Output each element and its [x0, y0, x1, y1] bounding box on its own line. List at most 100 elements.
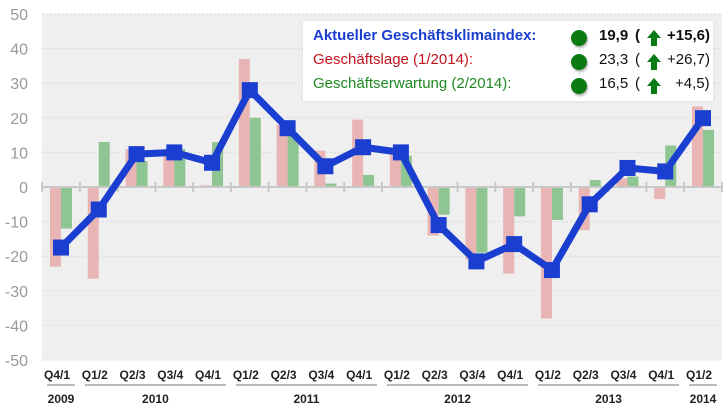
x-tick-label: Q1/2 [384, 368, 410, 382]
bar-geschaeftslage [540, 187, 552, 319]
bar-geschaeftslage [238, 58, 250, 188]
bar-geschaeftserwartung [174, 148, 186, 187]
bar-geschaeftslage [503, 187, 515, 274]
y-tick-label: 40 [10, 42, 28, 59]
legend-change: +15,6) [667, 27, 710, 44]
index-marker [543, 262, 560, 279]
index-marker [90, 201, 107, 218]
legend-label: Geschäftserwartung (2/2014): [313, 75, 512, 92]
index-marker [581, 196, 598, 213]
index-marker [279, 120, 296, 137]
bar-geschaeftslage [389, 152, 401, 187]
index-marker [317, 158, 334, 175]
index-marker [430, 217, 447, 234]
status-dot-icon [571, 30, 587, 46]
x-tick-label: Q1/2 [233, 368, 259, 382]
bar-geschaeftserwartung [249, 117, 261, 187]
bar-geschaeftslage [50, 187, 61, 267]
legend-label: Geschäftslage (1/2014): [313, 51, 474, 68]
x-tick-label: Q1/2 [686, 368, 712, 382]
index-marker [166, 144, 183, 161]
bar-geschaeftslage [616, 178, 628, 187]
legend-value: 16,5 [599, 75, 629, 92]
x-tick-label: Q2/3 [573, 368, 599, 382]
index-marker [241, 82, 258, 99]
bar-geschaeftslage [465, 187, 477, 260]
y-tick-label: 20 [10, 111, 28, 128]
year-label: 2013 [595, 392, 622, 406]
legend-value: 19,9 [599, 27, 629, 44]
bar-geschaeftserwartung [589, 180, 601, 187]
legend-label: Aktueller Geschäftsklimaindex: [313, 27, 537, 44]
x-tick-label: Q2/3 [422, 368, 448, 382]
index-marker [468, 253, 485, 270]
paren: ( [635, 51, 640, 68]
status-dot-icon [571, 78, 587, 94]
legend-change: +26,7) [667, 51, 710, 68]
bar-geschaeftserwartung [438, 187, 450, 215]
x-tick-label: Q3/4 [459, 368, 485, 382]
y-tick-label: 50 [10, 7, 28, 24]
bar-geschaeftserwartung [703, 129, 714, 187]
x-tick-label: Q4/1 [44, 368, 70, 382]
y-tick-label: -50 [5, 353, 28, 370]
bar-geschaeftserwartung [551, 187, 563, 220]
y-tick-label: 30 [10, 76, 28, 93]
y-tick-label: -30 [5, 284, 28, 301]
arrow-up-icon [647, 30, 661, 46]
bar-geschaeftserwartung [363, 174, 375, 187]
year-label: 2011 [293, 392, 319, 406]
legend: Aktueller Geschäftsklimaindex: 19,9 ( +1… [303, 21, 713, 101]
x-tick-label: Q3/4 [157, 368, 183, 382]
bar-geschaeftslage [654, 187, 666, 200]
bar-geschaeftserwartung [476, 187, 488, 253]
x-tick-label: Q3/4 [308, 368, 334, 382]
year-label: 2010 [142, 392, 169, 406]
index-marker [392, 144, 409, 161]
year-label: 2009 [48, 392, 75, 406]
y-tick-label: 10 [10, 145, 28, 162]
y-tick-label: 0 [19, 180, 28, 197]
bar-geschaeftserwartung [136, 161, 148, 187]
x-tick-label: Q4/1 [648, 368, 674, 382]
bar-geschaeftserwartung [514, 187, 526, 217]
bar-geschaeftserwartung [400, 155, 412, 187]
x-tick-label: Q4/1 [497, 368, 523, 382]
year-label: 2014 [690, 392, 717, 406]
legend-value: 23,3 [599, 51, 629, 68]
x-tick-label: Q1/2 [82, 368, 108, 382]
y-tick-label: -10 [5, 215, 28, 232]
index-marker [128, 146, 145, 163]
index-marker [695, 110, 711, 127]
year-label: 2012 [444, 392, 471, 406]
bar-geschaeftslage [87, 187, 99, 279]
index-marker [355, 139, 372, 156]
bar-geschaeftserwartung [61, 187, 72, 229]
bar-geschaeftserwartung [325, 183, 337, 187]
index-marker [619, 159, 636, 176]
arrow-up-icon [647, 54, 661, 70]
arrow-up-icon [647, 78, 661, 94]
index-marker [506, 236, 523, 253]
x-tick-label: Q1/2 [535, 368, 561, 382]
y-tick-label: -20 [5, 249, 28, 266]
y-tick-label: -40 [5, 318, 28, 335]
bar-geschaeftserwartung [287, 135, 299, 187]
legend-change: +4,5) [675, 75, 710, 92]
bar-geschaeftslage [692, 106, 703, 187]
index-marker [53, 239, 69, 256]
index-marker [657, 163, 674, 180]
x-tick-label: Q2/3 [120, 368, 146, 382]
paren: ( [635, 27, 640, 44]
paren: ( [635, 75, 640, 92]
x-tick-label: Q3/4 [610, 368, 636, 382]
x-tick-label: Q2/3 [271, 368, 297, 382]
index-marker [204, 154, 221, 171]
status-dot-icon [571, 54, 587, 70]
bar-geschaeftserwartung [98, 142, 110, 187]
bar-geschaeftslage [276, 124, 288, 187]
x-tick-label: Q4/1 [346, 368, 372, 382]
x-tick-label: Q4/1 [195, 368, 221, 382]
bar-geschaeftserwartung [627, 176, 639, 187]
